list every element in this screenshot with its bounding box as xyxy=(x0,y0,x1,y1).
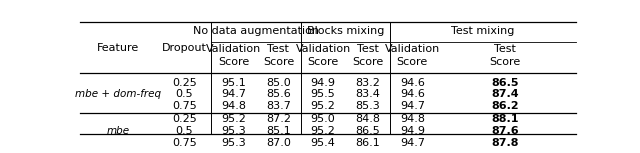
Text: 95.5: 95.5 xyxy=(310,89,335,99)
Text: 94.7: 94.7 xyxy=(400,138,425,148)
Text: 87.6: 87.6 xyxy=(492,126,519,136)
Text: Dropout: Dropout xyxy=(162,43,207,52)
Text: 95.3: 95.3 xyxy=(221,138,246,148)
Text: 84.8: 84.8 xyxy=(355,114,380,124)
Text: 0.5: 0.5 xyxy=(175,126,193,136)
Text: 95.1: 95.1 xyxy=(221,78,246,88)
Text: 0.25: 0.25 xyxy=(172,114,196,124)
Text: 94.9: 94.9 xyxy=(400,126,425,136)
Text: mbe: mbe xyxy=(107,126,130,136)
Text: 94.9: 94.9 xyxy=(310,78,335,88)
Text: 83.7: 83.7 xyxy=(266,101,291,111)
Text: Blocks mixing: Blocks mixing xyxy=(307,26,384,36)
Text: 94.7: 94.7 xyxy=(400,101,425,111)
Text: 88.1: 88.1 xyxy=(492,114,519,124)
Text: 85.1: 85.1 xyxy=(266,126,291,136)
Text: 87.4: 87.4 xyxy=(492,89,519,99)
Text: 87.2: 87.2 xyxy=(266,114,291,124)
Text: 86.5: 86.5 xyxy=(492,78,519,88)
Text: 0.75: 0.75 xyxy=(172,138,196,148)
Text: Validation
Score: Validation Score xyxy=(206,44,261,67)
Text: 94.6: 94.6 xyxy=(400,78,425,88)
Text: Test mixing: Test mixing xyxy=(451,26,515,36)
Text: 94.8: 94.8 xyxy=(400,114,425,124)
Text: 95.0: 95.0 xyxy=(310,114,335,124)
Text: 85.3: 85.3 xyxy=(355,101,380,111)
Text: 94.6: 94.6 xyxy=(400,89,425,99)
Text: 94.7: 94.7 xyxy=(221,89,246,99)
Text: 95.2: 95.2 xyxy=(310,101,335,111)
Text: 95.2: 95.2 xyxy=(221,114,246,124)
Text: Validation
Score: Validation Score xyxy=(385,44,440,67)
Text: 0.25: 0.25 xyxy=(172,78,196,88)
Text: 83.2: 83.2 xyxy=(355,78,380,88)
Text: Test
Score: Test Score xyxy=(263,44,294,67)
Text: mbe + dom-freq: mbe + dom-freq xyxy=(76,89,161,99)
Text: 0.5: 0.5 xyxy=(175,89,193,99)
Text: 83.4: 83.4 xyxy=(355,89,380,99)
Text: 0.75: 0.75 xyxy=(172,101,196,111)
Text: Test
Score: Test Score xyxy=(352,44,383,67)
Text: 95.2: 95.2 xyxy=(310,126,335,136)
Text: 85.0: 85.0 xyxy=(266,78,291,88)
Text: 87.0: 87.0 xyxy=(266,138,291,148)
Text: 95.4: 95.4 xyxy=(310,138,335,148)
Text: 95.3: 95.3 xyxy=(221,126,246,136)
Text: Test
Score: Test Score xyxy=(490,44,521,67)
Text: 86.2: 86.2 xyxy=(492,101,519,111)
Text: No data augmentation: No data augmentation xyxy=(193,26,319,36)
Text: 86.1: 86.1 xyxy=(355,138,380,148)
Text: 86.5: 86.5 xyxy=(355,126,380,136)
Text: Validation
Score: Validation Score xyxy=(296,44,351,67)
Text: 85.6: 85.6 xyxy=(266,89,291,99)
Text: Feature: Feature xyxy=(97,43,140,52)
Text: 94.8: 94.8 xyxy=(221,101,246,111)
Text: 87.8: 87.8 xyxy=(492,138,519,148)
